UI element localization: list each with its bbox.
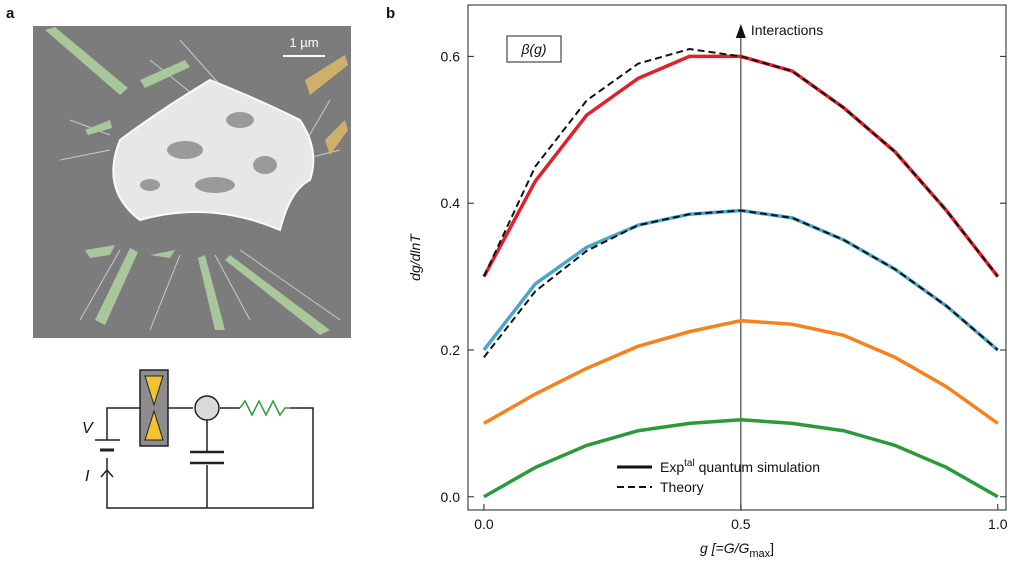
circuit bbox=[95, 369, 314, 509]
label-part: ] bbox=[770, 540, 774, 556]
annotation-arrow bbox=[735, 24, 746, 38]
theory-line bbox=[483, 209, 999, 358]
x-axis-label: g [=G/Gmax] bbox=[700, 540, 774, 560]
y-tick-label: 0.6 bbox=[441, 48, 461, 64]
panel-label: a bbox=[6, 5, 15, 22]
y-tick-label: 0.4 bbox=[441, 195, 461, 211]
y-tick-label: 0.0 bbox=[441, 489, 461, 505]
sem-image: 1 µm bbox=[33, 26, 351, 338]
experiment-line bbox=[483, 417, 999, 499]
y-axis-label: dg/dlnT bbox=[407, 233, 423, 281]
scale-bar-label: 1 µm bbox=[289, 35, 318, 50]
title-box bbox=[506, 35, 562, 63]
annotation-label: Interactions bbox=[751, 22, 823, 38]
x-tick-label: 0.0 bbox=[474, 516, 494, 532]
label-part: quantum simulation bbox=[695, 459, 820, 475]
x-tick-label: 1.0 bbox=[988, 516, 1008, 532]
plot-frame bbox=[467, 4, 1007, 511]
legend-label: Theory bbox=[660, 479, 704, 495]
label-part: Exp bbox=[660, 459, 684, 475]
theory-line bbox=[483, 48, 999, 278]
current-label: I bbox=[85, 468, 90, 485]
label-part: g [=G/G bbox=[700, 540, 750, 556]
label-part: Theory bbox=[660, 479, 704, 495]
lead bbox=[305, 55, 348, 155]
chart-title: β(g) bbox=[520, 41, 546, 57]
panel-label: b bbox=[386, 5, 395, 22]
experiment-line bbox=[483, 318, 999, 425]
x-tick-label: 0.5 bbox=[731, 516, 751, 532]
label-part: tal bbox=[684, 458, 695, 469]
y-tick-label: 0.2 bbox=[441, 342, 461, 358]
voltage-label: V bbox=[82, 420, 94, 437]
label-part: max bbox=[749, 548, 770, 560]
legend-label: Exptal quantum simulation bbox=[660, 458, 820, 475]
